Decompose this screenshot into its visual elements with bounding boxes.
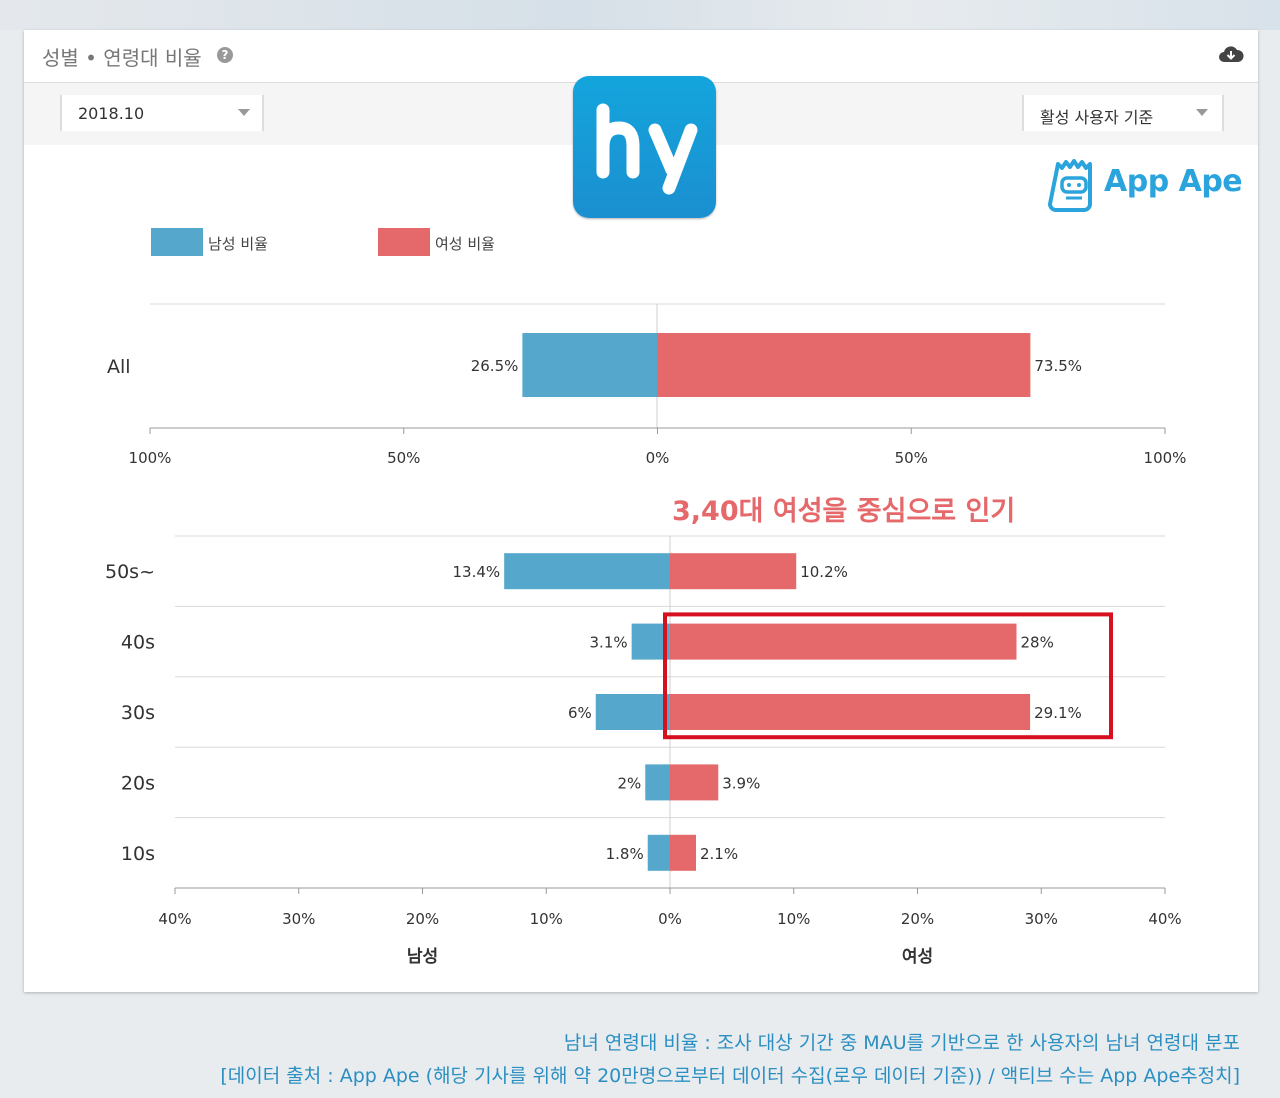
data-label-female-20s: 3.9%: [722, 774, 760, 792]
highlight-box: [663, 612, 1113, 740]
x-axis-label-male: 남성: [407, 947, 438, 967]
category-label-10s: 10s: [121, 843, 155, 865]
chevron-down-icon: [1196, 109, 1208, 116]
bar-female-all: [657, 333, 1031, 397]
x-tick-label: 100%: [1144, 449, 1187, 467]
chart-canvas: 26.5% 73.5% All 100% 50% 0% 50% 100% 13.4% 10.2% 5…: [105, 303, 1187, 967]
date-select-value: 2018.10: [78, 104, 145, 123]
annotation-text: 3,40대 여성을 중심으로 인기: [672, 496, 1015, 527]
bar-male-30s: [595, 694, 670, 730]
footer-note-line1: 남녀 연령대 비율 : 조사 대상 기간 중 MAU를 기반으로 한 사용자의 …: [563, 1032, 1240, 1054]
x-tick-label: 50%: [895, 449, 928, 467]
legend-female-swatch: [378, 228, 430, 256]
basis-select-value: 활성 사용자 기준: [1040, 108, 1154, 127]
bar-female-40s: [670, 623, 1017, 660]
category-label-50s~: 50s~: [105, 561, 155, 583]
legend-male-swatch: [151, 228, 203, 256]
legend-male-label: 남성 비율: [208, 235, 268, 253]
x-tick-label: 0%: [646, 449, 670, 467]
category-label-30s: 30s: [121, 702, 155, 724]
data-label-male-20s: 2%: [617, 774, 641, 792]
x-tick-label: 20%: [901, 910, 934, 928]
bar-female-10s: [670, 834, 696, 871]
app-ape-logo: App Ape: [1048, 156, 1248, 212]
help-icon[interactable]: ?: [217, 47, 233, 63]
basis-select[interactable]: 활성 사용자 기준: [1022, 95, 1224, 131]
bar-female-50s~: [670, 553, 797, 590]
data-label-female-all: 73.5%: [1034, 357, 1082, 375]
data-label-male-50s~: 13.4%: [453, 563, 501, 581]
x-tick-label: 30%: [1025, 910, 1058, 928]
footer-note-line2: [데이터 출처 : App Ape (해당 기사를 위해 약 20만명으로부터 …: [220, 1065, 1240, 1087]
data-label-male-40s: 3.1%: [590, 634, 628, 652]
category-label-20s: 20s: [121, 772, 155, 794]
cloud-download-icon[interactable]: [1218, 42, 1244, 68]
x-tick-label: 0%: [658, 910, 682, 928]
x-tick-label: 10%: [777, 910, 810, 928]
bar-male-10s: [647, 834, 670, 871]
data-label-female-50s~: 10.2%: [800, 563, 848, 581]
x-tick-label: 100%: [129, 449, 172, 467]
top-background-strip: [0, 0, 1280, 30]
date-select[interactable]: 2018.10: [60, 95, 264, 131]
ape-mascot-icon: [1048, 159, 1092, 212]
bar-male-all: [522, 333, 657, 397]
data-label-male-10s: 1.8%: [606, 845, 644, 863]
legend-female-label: 여성 비율: [435, 235, 495, 253]
chevron-down-icon: [238, 109, 250, 116]
bar-male-20s: [645, 764, 670, 801]
category-label-all: All: [107, 356, 131, 378]
hy-logo-mark: [596, 103, 698, 195]
x-tick-label: 10%: [530, 910, 563, 928]
panel-title: 성별 • 연령대 비율: [42, 46, 202, 70]
data-label-female-30s: 29.1%: [1034, 704, 1082, 722]
data-label-male-30s: 6%: [568, 704, 592, 722]
bar-female-20s: [670, 764, 719, 801]
data-label-female-40s: 28%: [1021, 634, 1054, 652]
x-tick-label: 30%: [282, 910, 315, 928]
category-label-40s: 40s: [121, 632, 155, 654]
x-tick-label: 20%: [406, 910, 439, 928]
x-tick-label: 40%: [1148, 910, 1181, 928]
x-axis-label-female: 여성: [902, 947, 933, 967]
app-ape-wordmark: App Ape: [1104, 164, 1243, 199]
x-tick-label: 50%: [387, 449, 420, 467]
data-label-female-10s: 2.1%: [700, 845, 738, 863]
bar-male-50s~: [504, 553, 670, 590]
bar-female-30s: [670, 694, 1031, 730]
hy-app-logo: [573, 76, 716, 218]
data-label-male-all: 26.5%: [471, 357, 519, 375]
x-tick-label: 40%: [158, 910, 191, 928]
